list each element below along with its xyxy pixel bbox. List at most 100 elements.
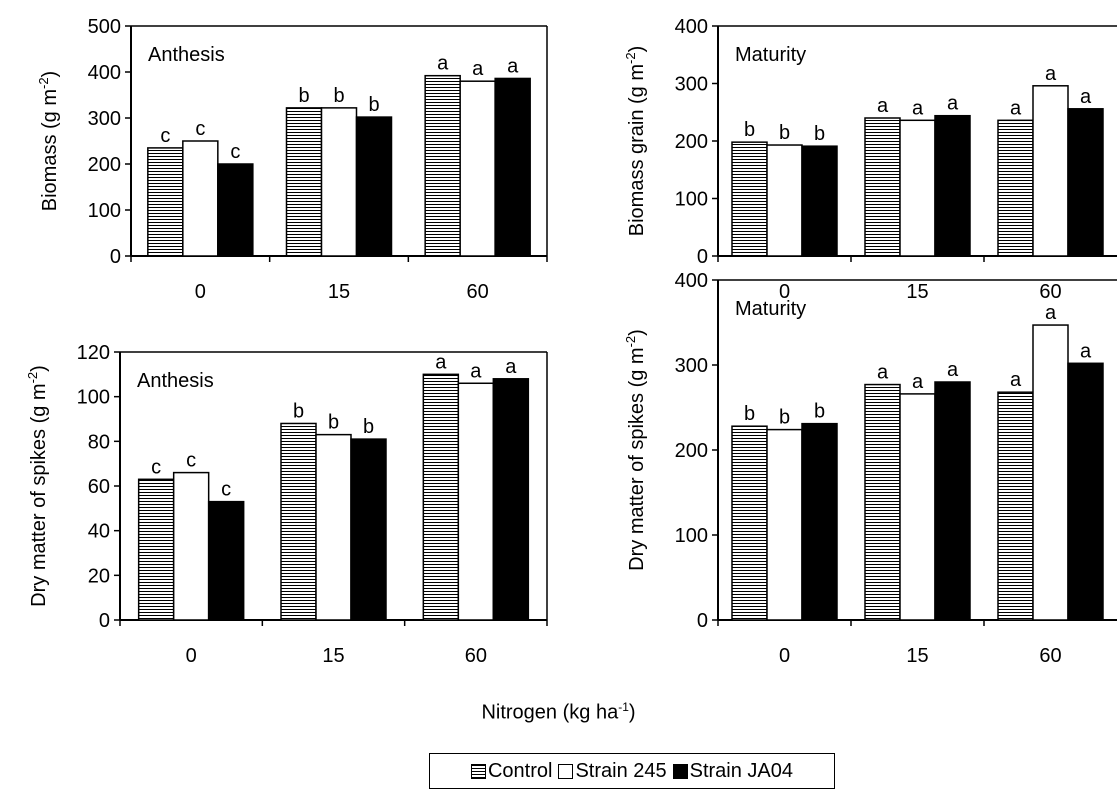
y-tick-label: 80 (88, 431, 110, 453)
x-axis-title-text: Nitrogen (kg ha (481, 701, 619, 724)
significance-letter: c (195, 118, 205, 140)
bar-strain-ja04-60 (494, 77, 531, 257)
significance-letter: c (230, 141, 240, 163)
significance-letter: b (814, 401, 825, 423)
significance-letter: a (877, 95, 889, 117)
bar-strain-ja04-0 (207, 500, 245, 621)
bar-strain-ja04-60 (1067, 108, 1104, 257)
x-axis-title-suffix: ) (628, 701, 636, 724)
significance-letter: a (877, 362, 889, 384)
y-tick-label: 200 (88, 154, 121, 176)
significance-letter: a (435, 351, 447, 373)
significance-letter: b (368, 94, 379, 116)
y-tick-label: 0 (697, 246, 708, 268)
y-axis-title: Biomass grain (g m-2) (623, 46, 648, 237)
bar-strain-ja04-15 (355, 116, 393, 257)
significance-letter: b (744, 119, 755, 141)
y-tick-label: 400 (675, 270, 708, 292)
bar-strain-ja04-0 (801, 145, 838, 257)
y-tick-label: 400 (88, 62, 121, 84)
x-tick-label: 0 (779, 281, 790, 303)
legend-label: Control (487, 759, 553, 782)
bar-control-15 (280, 422, 317, 621)
significance-letter: c (151, 456, 161, 478)
bar-strain-245-0 (766, 428, 803, 621)
significance-letter: b (814, 123, 825, 145)
significance-letter: b (293, 400, 304, 422)
significance-letter: a (1010, 97, 1022, 119)
y-tick-label: 0 (110, 246, 121, 268)
bar-strain-245-15 (315, 433, 352, 621)
significance-letter: a (505, 356, 517, 378)
bar-strain-245-60 (457, 382, 495, 621)
significance-letter: a (1045, 63, 1057, 85)
bar-strain-ja04-60 (1067, 362, 1104, 621)
bar-strain-ja04-15 (350, 438, 387, 621)
significance-letter: b (328, 412, 339, 434)
significance-letter: a (947, 359, 959, 381)
y-axis-title: Biomass (g m-2) (36, 71, 61, 211)
x-tick-label: 60 (465, 645, 487, 667)
y-tick-label: 100 (88, 200, 121, 222)
significance-letter: a (1045, 302, 1057, 324)
significance-letter: c (186, 450, 196, 472)
bar-strain-ja04-15 (934, 381, 971, 621)
legend-swatch-white (558, 763, 574, 779)
x-tick-label: 0 (195, 281, 206, 303)
y-tick-label: 400 (675, 16, 708, 38)
bar-strain-245-15 (320, 107, 358, 257)
bar-control-0 (731, 141, 768, 257)
y-tick-label: 60 (88, 476, 110, 498)
bar-strain-ja04-0 (801, 422, 838, 621)
y-axis-title: Dry matter of spikes (g m-2) (623, 329, 648, 571)
x-axis-title: Nitrogen (kg ha-1) (0, 700, 1117, 725)
significance-letter: a (947, 93, 959, 115)
significance-letter: a (470, 360, 482, 382)
legend-swatch-hatched (470, 763, 486, 779)
legend: Control Strain 245 Strain JA04 (429, 753, 835, 789)
x-axis-title-exponent: -1 (618, 700, 629, 714)
y-tick-label: 200 (675, 131, 708, 153)
significance-letter: b (744, 403, 755, 425)
significance-letter: c (160, 125, 170, 147)
legend-label: Strain 245 (575, 759, 667, 782)
chart-panel-bottom-left: 0 20 40 60 80 100 120 0 15 60 c c c b b b a a a Anthesis Dry… (25, 342, 548, 667)
x-tick-label: 15 (328, 281, 350, 303)
bar-strain-245-60 (1032, 324, 1069, 621)
y-tick-label: 300 (88, 108, 121, 130)
bar-control-15 (864, 383, 901, 621)
bar-strain-245-0 (766, 144, 803, 257)
significance-letter: a (1010, 369, 1022, 391)
x-tick-label: 15 (906, 645, 928, 667)
significance-letter: b (363, 416, 374, 438)
y-tick-label: 20 (88, 565, 110, 587)
bar-strain-245-60 (1032, 85, 1069, 257)
panel-annotation: Anthesis (148, 44, 225, 66)
bar-control-60 (422, 373, 460, 621)
y-tick-label: 120 (77, 342, 110, 364)
significance-letter: c (221, 479, 231, 501)
legend-swatch-black (672, 763, 688, 779)
bar-control-0 (147, 147, 184, 257)
y-tick-label: 300 (675, 355, 708, 377)
significance-letter: a (472, 58, 484, 80)
x-tick-label: 60 (467, 281, 489, 303)
bar-strain-245-15 (899, 393, 936, 621)
x-tick-label: 0 (186, 645, 197, 667)
bar-control-0 (137, 478, 175, 621)
y-tick-label: 100 (675, 525, 708, 547)
significance-letter: a (1080, 340, 1092, 362)
bar-control-0 (731, 425, 768, 621)
bar-strain-245-0 (182, 140, 219, 257)
bar-strain-ja04-60 (492, 378, 530, 621)
bar-strain-245-60 (459, 80, 496, 257)
significance-letter: b (333, 85, 344, 107)
y-tick-label: 100 (675, 189, 708, 211)
panel-annotation: Anthesis (137, 370, 214, 392)
bar-control-15 (285, 107, 323, 257)
bar-control-60 (997, 119, 1034, 257)
y-tick-label: 0 (99, 610, 110, 632)
x-tick-label: 0 (779, 645, 790, 667)
panel-annotation: Maturity (735, 44, 806, 66)
